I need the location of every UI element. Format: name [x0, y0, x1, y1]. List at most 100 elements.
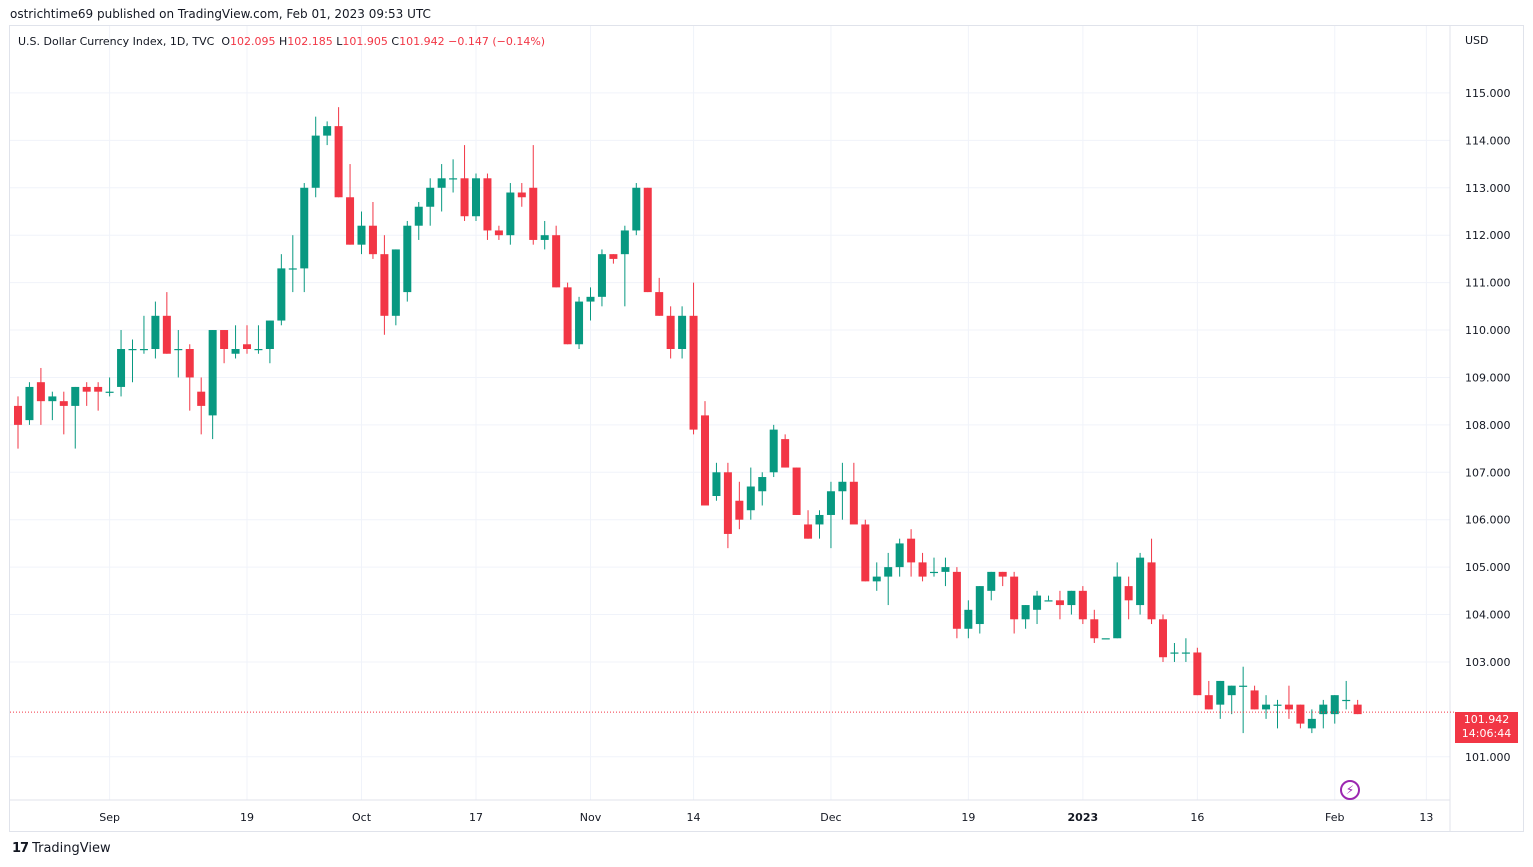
candle[interactable]	[1216, 680, 1225, 719]
candle[interactable]	[815, 510, 824, 539]
candle[interactable]	[826, 481, 835, 549]
candle[interactable]	[1067, 590, 1076, 615]
candle[interactable]	[197, 377, 206, 435]
candle[interactable]	[712, 462, 721, 501]
candle[interactable]	[94, 382, 103, 411]
candle[interactable]	[723, 462, 732, 549]
candle[interactable]	[1090, 609, 1099, 643]
candle[interactable]	[139, 315, 148, 354]
candle[interactable]	[1044, 595, 1053, 602]
candle[interactable]	[1181, 638, 1190, 662]
candle[interactable]	[872, 562, 881, 591]
candle[interactable]	[1296, 704, 1305, 729]
candle[interactable]	[414, 202, 423, 240]
candle[interactable]	[220, 330, 229, 364]
candle[interactable]	[1010, 571, 1019, 634]
candle[interactable]	[689, 282, 698, 435]
candle[interactable]	[323, 121, 332, 146]
candle[interactable]	[311, 116, 320, 198]
candle[interactable]	[162, 292, 171, 354]
candle[interactable]	[643, 187, 652, 293]
candle[interactable]	[357, 211, 366, 255]
candle[interactable]	[620, 225, 629, 307]
candle[interactable]	[1147, 538, 1156, 625]
candle[interactable]	[254, 325, 263, 354]
candle[interactable]	[975, 586, 984, 634]
candle[interactable]	[25, 382, 34, 425]
candle[interactable]	[701, 401, 709, 506]
candle[interactable]	[1193, 647, 1202, 696]
candle[interactable]	[1021, 605, 1030, 629]
candle[interactable]	[918, 552, 927, 582]
candle[interactable]	[82, 382, 91, 406]
candle[interactable]	[540, 220, 549, 250]
candle[interactable]	[403, 220, 412, 302]
candle[interactable]	[1262, 695, 1271, 719]
candle[interactable]	[781, 434, 790, 468]
candle[interactable]	[655, 277, 664, 316]
candle[interactable]	[483, 173, 492, 240]
candle[interactable]	[597, 249, 606, 307]
candle[interactable]	[849, 462, 858, 525]
candle[interactable]	[71, 386, 80, 449]
candle[interactable]	[735, 481, 744, 530]
candle[interactable]	[368, 202, 377, 259]
candle[interactable]	[1055, 590, 1064, 620]
candle[interactable]	[1319, 699, 1328, 729]
candle[interactable]	[105, 377, 114, 397]
candle[interactable]	[1033, 590, 1042, 625]
candle[interactable]	[746, 467, 755, 520]
candle[interactable]	[895, 538, 904, 577]
candle[interactable]	[563, 282, 572, 345]
candle[interactable]	[208, 330, 217, 440]
candle[interactable]	[460, 145, 469, 221]
candle[interactable]	[529, 145, 538, 245]
candle[interactable]	[987, 571, 996, 601]
candle[interactable]	[1170, 643, 1179, 662]
candle[interactable]	[1204, 680, 1213, 710]
candle[interactable]	[437, 164, 446, 212]
candle[interactable]	[288, 235, 297, 293]
candle[interactable]	[277, 254, 286, 326]
candle[interactable]	[1342, 680, 1351, 710]
candle[interactable]	[586, 287, 595, 321]
candle[interactable]	[128, 339, 137, 383]
candle[interactable]	[265, 320, 274, 364]
candle[interactable]	[632, 183, 641, 236]
candle[interactable]	[59, 391, 68, 435]
candle[interactable]	[1159, 614, 1167, 662]
legend-symbol[interactable]: U.S. Dollar Currency Index, 1D, TVC	[18, 35, 215, 48]
candle[interactable]	[998, 571, 1007, 587]
candle[interactable]	[494, 225, 503, 240]
candle[interactable]	[449, 159, 458, 193]
candle[interactable]	[36, 367, 45, 425]
candle[interactable]	[117, 330, 126, 397]
candle[interactable]	[1078, 586, 1087, 625]
candle[interactable]	[506, 183, 515, 245]
candle[interactable]	[231, 325, 240, 359]
candle[interactable]	[472, 173, 480, 221]
candle[interactable]	[930, 557, 938, 577]
candle[interactable]	[758, 472, 767, 506]
candle[interactable]	[1307, 709, 1316, 734]
candle[interactable]	[804, 510, 813, 539]
candle[interactable]	[426, 178, 435, 226]
candle[interactable]	[1273, 699, 1282, 729]
candle[interactable]	[1136, 552, 1145, 615]
candle[interactable]	[1239, 666, 1248, 734]
candle[interactable]	[609, 254, 618, 264]
candle[interactable]	[769, 424, 778, 478]
candle[interactable]	[941, 557, 950, 587]
candle[interactable]	[575, 296, 584, 349]
candle[interactable]	[1284, 685, 1293, 719]
candle[interactable]	[243, 325, 251, 354]
candle[interactable]	[391, 249, 400, 326]
candle[interactable]	[861, 519, 870, 582]
event-lightning-icon[interactable]: ⚡	[1340, 780, 1360, 800]
currency-label[interactable]: USD	[1465, 34, 1489, 47]
candle[interactable]	[838, 462, 847, 520]
candle[interactable]	[1250, 685, 1259, 710]
candle[interactable]	[334, 107, 343, 198]
candle[interactable]	[884, 552, 893, 606]
